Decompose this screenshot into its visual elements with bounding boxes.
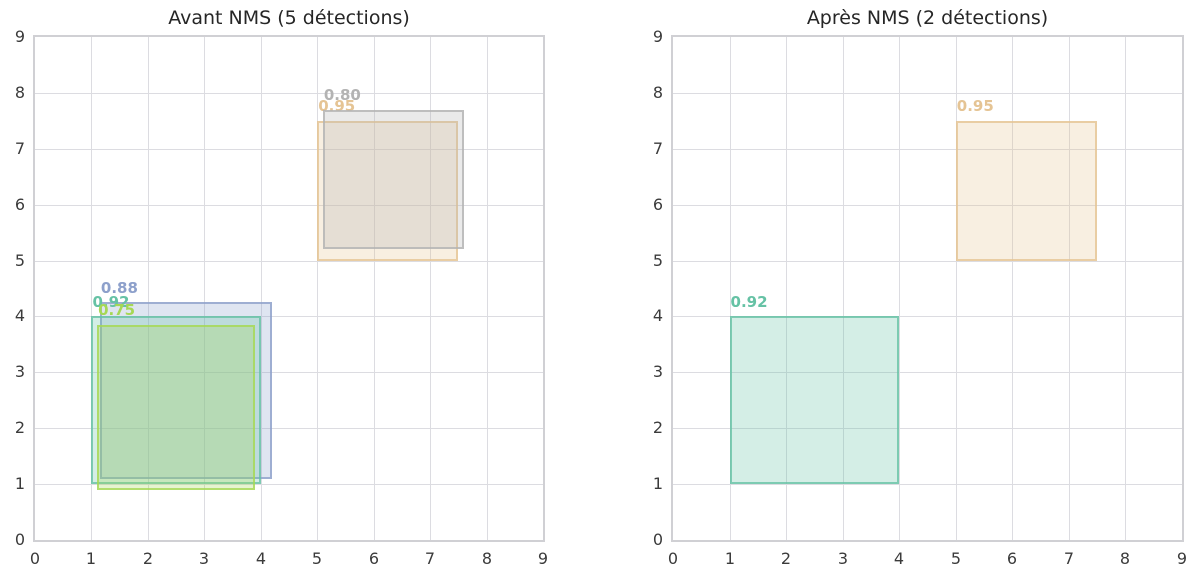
grid-line-vertical	[430, 37, 431, 540]
x-tick-label: 5	[311, 549, 323, 568]
y-tick-label: 6	[14, 195, 25, 214]
y-tick-label: 7	[652, 139, 663, 158]
x-tick-label: 5	[950, 549, 962, 568]
x-tick-label: 4	[893, 549, 905, 568]
x-tick-label: 0	[667, 549, 679, 568]
subplot-title-avant-nms: Avant NMS (5 détections)	[168, 7, 410, 29]
grid-line-horizontal	[673, 484, 1182, 485]
grid-line-vertical	[261, 37, 262, 540]
x-tick-label: 2	[142, 549, 154, 568]
y-tick-label: 1	[14, 474, 25, 493]
x-tick-label: 3	[837, 549, 849, 568]
grid-line-horizontal	[35, 484, 543, 485]
grid-line-horizontal	[673, 316, 1182, 317]
detection-box	[99, 302, 273, 479]
grid-line-horizontal	[673, 93, 1182, 94]
grid-line-horizontal	[673, 205, 1182, 206]
grid-line-horizontal	[673, 149, 1182, 150]
grid-line-vertical	[374, 37, 375, 540]
x-tick-label: 1	[724, 549, 736, 568]
x-tick-label: 1	[85, 549, 97, 568]
y-tick-label: 9	[14, 27, 25, 46]
detection-score-label: 0.75	[98, 301, 136, 320]
x-tick-label: 7	[424, 549, 436, 568]
grid-line-vertical	[91, 37, 92, 540]
grid-line-horizontal	[673, 428, 1182, 429]
detection-box	[955, 120, 1098, 261]
x-tick-label: 8	[481, 549, 493, 568]
axes-avant-nms: 0.88 0.92 0.75 0.95 0.80	[33, 35, 545, 542]
x-tick-label: 2	[780, 549, 792, 568]
grid-line-vertical	[899, 37, 900, 540]
y-tick-label: 9	[652, 27, 663, 46]
grid-line-horizontal	[35, 316, 543, 317]
grid-line-vertical	[730, 37, 731, 540]
grid-line-vertical	[148, 37, 149, 540]
grid-line-horizontal	[673, 372, 1182, 373]
y-tick-label: 3	[652, 362, 663, 381]
grid-line-vertical	[204, 37, 205, 540]
grid-line-horizontal	[35, 428, 543, 429]
y-tick-label: 2	[14, 418, 25, 437]
y-tick-label: 2	[652, 418, 663, 437]
grid-line-vertical	[1125, 37, 1126, 540]
y-tick-label: 0	[652, 530, 663, 549]
detection-score-label: 0.92	[730, 292, 768, 311]
y-tick-label: 5	[14, 251, 25, 270]
y-tick-label: 6	[652, 195, 663, 214]
grid-line-vertical	[956, 37, 957, 540]
grid-line-vertical	[487, 37, 488, 540]
detection-box	[97, 324, 256, 490]
y-tick-label: 7	[14, 139, 25, 158]
grid-line-horizontal	[35, 149, 543, 150]
grid-line-horizontal	[35, 261, 543, 262]
grid-line-horizontal	[35, 205, 543, 206]
grid-line-horizontal	[35, 93, 543, 94]
y-tick-label: 8	[14, 83, 25, 102]
grid-line-horizontal	[673, 261, 1182, 262]
grid-line-vertical	[1012, 37, 1013, 540]
grid-line-horizontal	[35, 372, 543, 373]
x-tick-label: 4	[255, 549, 267, 568]
y-tick-label: 3	[14, 362, 25, 381]
grid-line-vertical	[786, 37, 787, 540]
x-tick-label: 6	[1006, 549, 1018, 568]
subplot-title-apres-nms: Après NMS (2 détections)	[806, 7, 1049, 29]
grid-line-vertical	[843, 37, 844, 540]
detection-score-label: 0.95	[956, 97, 994, 116]
detection-score-label: 0.92	[92, 292, 130, 311]
x-tick-label: 0	[29, 549, 41, 568]
x-tick-label: 9	[537, 549, 549, 568]
detection-score-label: 0.80	[323, 86, 361, 105]
detection-box	[729, 316, 900, 485]
grid-line-vertical	[1069, 37, 1070, 540]
x-tick-label: 9	[1176, 549, 1188, 568]
x-tick-label: 6	[368, 549, 380, 568]
axes-apres-nms: 0.95 0.92	[671, 35, 1184, 542]
detection-box	[91, 316, 261, 485]
y-tick-label: 4	[652, 306, 663, 325]
y-tick-label: 1	[652, 474, 663, 493]
detection-box	[317, 120, 459, 261]
grid-line-vertical	[317, 37, 318, 540]
detection-box	[322, 109, 464, 250]
y-tick-label: 8	[652, 83, 663, 102]
y-tick-label: 5	[652, 251, 663, 270]
x-tick-label: 8	[1119, 549, 1131, 568]
y-tick-label: 4	[14, 306, 25, 325]
y-tick-label: 0	[14, 530, 25, 549]
detection-score-label: 0.88	[100, 278, 138, 297]
x-tick-label: 3	[198, 549, 210, 568]
x-tick-label: 7	[1063, 549, 1075, 568]
